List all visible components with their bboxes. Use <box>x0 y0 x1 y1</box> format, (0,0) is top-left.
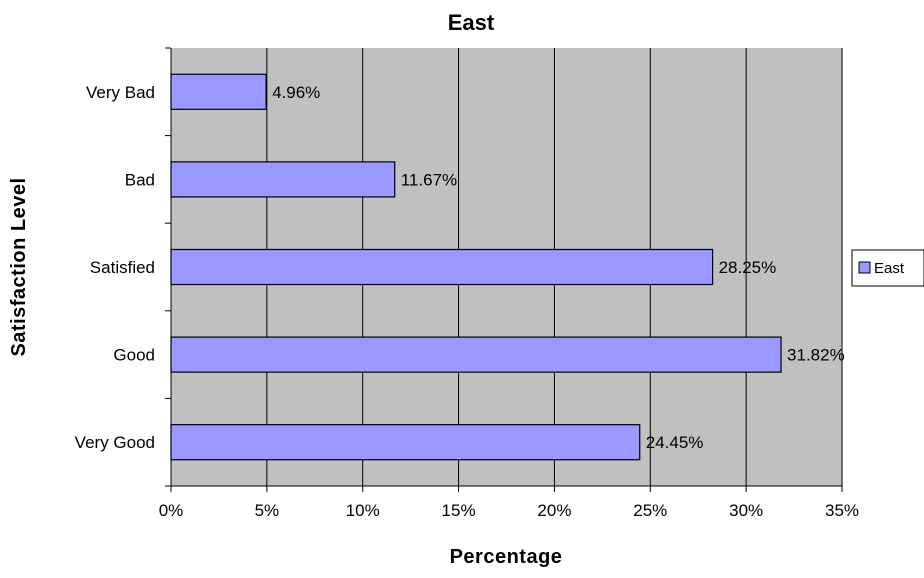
x-tick-label-20: 20% <box>537 501 571 520</box>
x-tick-label-30: 30% <box>729 501 763 520</box>
data-label-bad: 11.67% <box>401 170 457 189</box>
bar-good <box>170 336 782 373</box>
y-tick-label-good: Good <box>113 346 155 365</box>
data-label-good: 31.82% <box>787 346 845 365</box>
y-axis-title: Satisfaction Level <box>8 177 30 356</box>
x-axis-title: Percentage <box>450 546 563 568</box>
legend-label-east: East <box>874 260 905 277</box>
legend-swatch <box>858 261 871 274</box>
data-label-satisfied: 28.25% <box>719 258 777 277</box>
bar-very-good <box>170 424 641 461</box>
legend: East <box>851 249 924 287</box>
x-tick-label-10: 10% <box>346 501 380 520</box>
bars <box>170 73 782 461</box>
x-tick-label-25: 25% <box>633 501 667 520</box>
y-tick-label-very-good: Very Good <box>75 433 155 452</box>
y-tick-label-bad: Bad <box>125 170 155 189</box>
x-tick-label-35: 35% <box>825 501 859 520</box>
y-tick-label-very-bad: Very Bad <box>86 83 155 102</box>
x-tick-label-5: 5% <box>255 501 280 520</box>
data-labels: 4.96% 11.67% 28.25% 31.82% 24.45% <box>272 83 845 452</box>
axes: Very Bad Bad Satisfied Good Very Good 0% 5% 10%… <box>75 47 859 520</box>
x-tick-label-0: 0% <box>159 501 184 520</box>
data-label-very-good: 24.45% <box>646 433 704 452</box>
bar-bad <box>170 161 396 198</box>
x-tick-label-15: 15% <box>442 501 476 520</box>
bar-very-bad <box>170 73 267 110</box>
data-label-very-bad: 4.96% <box>272 83 320 102</box>
y-tick-label-satisfied: Satisfied <box>90 258 155 277</box>
chart-title: East <box>448 10 495 35</box>
bar-satisfied <box>170 248 714 286</box>
